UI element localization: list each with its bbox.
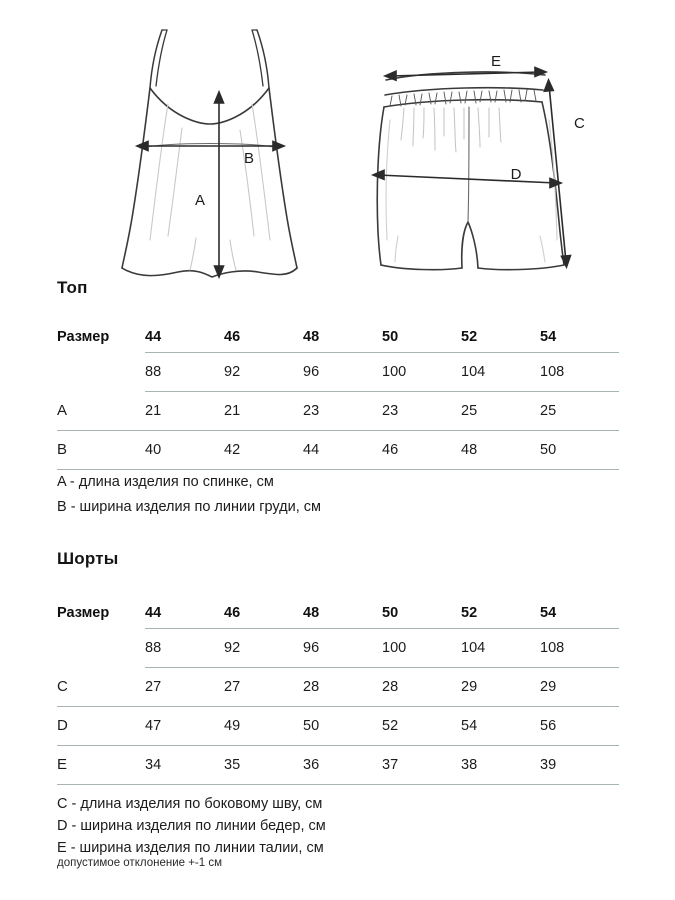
cell: 28 (303, 667, 382, 707)
table-header-row: Размер 44 46 48 50 52 54 (57, 322, 619, 353)
legend-line: B - ширина изделия по линии груди, см (57, 499, 322, 515)
cell: 35 (224, 745, 303, 785)
header-label: Размер (57, 329, 110, 346)
cell: 100 (382, 628, 461, 668)
cell: 36 (303, 745, 382, 785)
table-row: 88 92 96 100 104 108 (57, 628, 619, 668)
legend-top: A - длина изделия по спинке, см B - шири… (57, 470, 321, 520)
cell: 38 (461, 745, 540, 785)
figure-label-e: E (491, 53, 501, 70)
cell: 29 (461, 667, 540, 707)
cell: 34 (145, 745, 224, 785)
garment-illustrations: A B (0, 0, 675, 285)
header-size: 48 (303, 598, 382, 629)
cell: 23 (382, 391, 461, 431)
table-row: B 40 42 44 46 48 50 (57, 430, 619, 470)
section-title-shorts: Шорты (57, 549, 119, 568)
measure-arrow-e (382, 66, 549, 82)
table-row: E 34 35 36 37 38 39 (57, 745, 619, 785)
header-size: 52 (461, 322, 540, 353)
cell: 42 (224, 430, 303, 470)
figure-label-c: C (574, 115, 585, 132)
header-size: 46 (224, 322, 303, 353)
header-size: 50 (382, 322, 461, 353)
row-label: B (57, 430, 145, 470)
measure-arrow-d (370, 169, 564, 189)
header-size: 48 (303, 322, 382, 353)
table-row: A 21 21 23 23 25 25 (57, 391, 619, 431)
cell: 104 (461, 352, 540, 392)
cell: 46 (382, 430, 461, 470)
cell: 27 (224, 667, 303, 707)
cell: 21 (145, 391, 224, 431)
row-label: E (57, 745, 145, 785)
legend-line: C - длина изделия по боковому шву, см (57, 796, 323, 812)
figure-label-d: D (511, 166, 522, 183)
cell: 108 (540, 352, 619, 392)
row-label (57, 353, 145, 392)
measure-arrow-c (543, 77, 572, 270)
cell: 56 (540, 706, 619, 746)
cell: 48 (461, 430, 540, 470)
shorts-illustration (376, 71, 565, 271)
cell: 88 (145, 352, 224, 392)
cell: 104 (461, 628, 540, 668)
figure-label-b: B (244, 150, 254, 167)
cell: 92 (224, 628, 303, 668)
table-row: 88 92 96 100 104 108 (57, 352, 619, 392)
row-label (57, 629, 145, 668)
cell: 40 (145, 430, 224, 470)
header-size: 54 (540, 598, 619, 629)
cell: 23 (303, 391, 382, 431)
row-label: C (57, 667, 145, 707)
cell: 88 (145, 628, 224, 668)
cell: 100 (382, 352, 461, 392)
cell: 27 (145, 667, 224, 707)
cell: 52 (382, 706, 461, 746)
header-size: 54 (540, 322, 619, 353)
table-header-row: Размер 44 46 48 50 52 54 (57, 598, 619, 629)
header-size: 44 (145, 322, 224, 353)
cell: 50 (303, 706, 382, 746)
legend-line: E - ширина изделия по линии талии, см (57, 840, 324, 856)
cell: 47 (145, 706, 224, 746)
legend-line: D - ширина изделия по линии бедер, см (57, 818, 326, 834)
cell: 29 (540, 667, 619, 707)
measure-arrow-a (213, 89, 225, 280)
cell: 96 (303, 352, 382, 392)
header-size: 52 (461, 598, 540, 629)
cell: 44 (303, 430, 382, 470)
size-table-top: Размер 44 46 48 50 52 54 88 92 96 100 10… (57, 322, 619, 470)
header-size: 44 (145, 598, 224, 629)
measure-arrow-b (134, 140, 287, 152)
cell: 37 (382, 745, 461, 785)
cell: 96 (303, 628, 382, 668)
cell: 50 (540, 430, 619, 470)
header-label: Размер (57, 605, 110, 622)
camisole-illustration (121, 29, 298, 278)
cell: 39 (540, 745, 619, 785)
cell: 21 (224, 391, 303, 431)
cell: 108 (540, 628, 619, 668)
cell: 25 (461, 391, 540, 431)
cell: 28 (382, 667, 461, 707)
cell: 49 (224, 706, 303, 746)
row-label: A (57, 391, 145, 431)
cell: 54 (461, 706, 540, 746)
tolerance-footnote: допустимое отклонение +-1 см (57, 857, 222, 869)
size-table-shorts: Размер 44 46 48 50 52 54 88 92 96 100 10… (57, 598, 619, 785)
cell: 25 (540, 391, 619, 431)
table-row: C 27 27 28 28 29 29 (57, 667, 619, 707)
section-title-top: Топ (57, 278, 88, 297)
cell: 92 (224, 352, 303, 392)
header-size: 50 (382, 598, 461, 629)
legend-shorts: C - длина изделия по боковому шву, см D … (57, 793, 326, 859)
figure-label-a: A (195, 192, 205, 209)
legend-line: A - длина изделия по спинке, см (57, 474, 274, 490)
row-label: D (57, 706, 145, 746)
table-row: D 47 49 50 52 54 56 (57, 706, 619, 746)
header-size: 46 (224, 598, 303, 629)
